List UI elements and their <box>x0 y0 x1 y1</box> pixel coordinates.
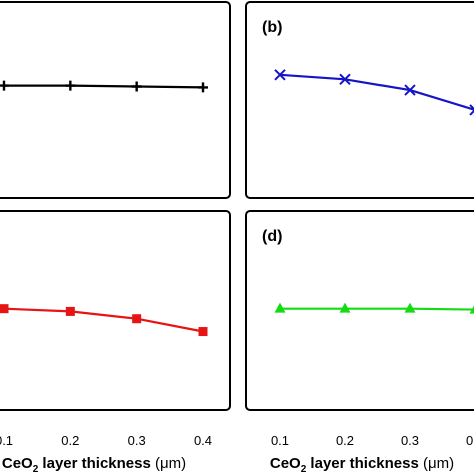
x-tick-label: 0.3 <box>401 433 419 448</box>
series-line <box>3 307 204 333</box>
data-point <box>339 73 351 86</box>
x-tick-label: 0.2 <box>61 433 79 448</box>
panel-label: (d) <box>262 228 282 245</box>
data-point <box>131 81 142 92</box>
series-1 <box>0 304 208 337</box>
series-line <box>4 84 204 89</box>
x-tick-label: 0.4 <box>466 433 474 448</box>
data-point <box>404 302 416 313</box>
panel-frame <box>0 1 231 199</box>
series-line <box>279 73 474 111</box>
panel-frame <box>245 210 474 411</box>
x-tick-label: 0.2 <box>336 433 354 448</box>
data-point <box>65 80 76 91</box>
data-point <box>0 304 9 314</box>
data-point <box>274 69 286 81</box>
series-1 <box>0 80 208 93</box>
data-point <box>198 327 208 337</box>
panel-label: (b) <box>262 19 282 36</box>
panel-frame <box>0 210 231 411</box>
chart-panel-4: (d) 0.1 0.2 0.3 0.4 CeO2 layer thickness (μm) <box>245 210 474 474</box>
data-point <box>0 80 9 91</box>
series-line <box>280 307 474 311</box>
x-axis-title: CeO2 layer thickness (μm) <box>2 455 186 474</box>
series-1 <box>274 302 474 314</box>
data-point <box>469 305 474 314</box>
data-point <box>274 302 286 313</box>
chart-panel-3: 0.1 0.2 0.3 0.4 CeO2 layer thickness (μm) <box>0 210 231 474</box>
x-tick-label: 0.3 <box>128 433 146 448</box>
data-point <box>404 84 416 96</box>
x-tick-label: 0.1 <box>0 433 13 448</box>
x-axis-title: CeO2 layer thickness (μm) <box>270 455 454 474</box>
x-tick-label: 0.1 <box>271 433 289 448</box>
chart-panel-1 <box>0 1 231 199</box>
panel-frame <box>245 1 474 199</box>
data-point <box>65 306 75 316</box>
x-tick-label: 0.4 <box>194 433 212 448</box>
series-1 <box>274 69 474 116</box>
data-point <box>339 302 351 313</box>
chart-panel-2: (b) <box>245 1 474 199</box>
data-point <box>469 104 474 116</box>
data-point <box>132 314 142 324</box>
data-point <box>198 82 208 93</box>
